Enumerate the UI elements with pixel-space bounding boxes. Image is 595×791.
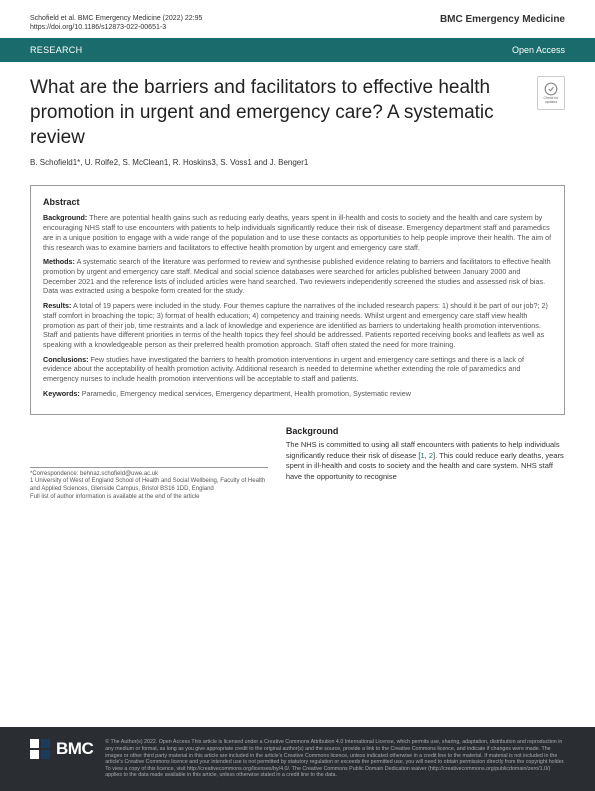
correspondence-note: Full list of author information is avail… <box>30 494 268 502</box>
logo-sq-3 <box>41 750 50 759</box>
conclusions-text: Few studies have investigated the barrie… <box>43 355 524 383</box>
citation-line1: Schofield et al. BMC Emergency Medicine … <box>30 14 202 23</box>
abstract-keywords: Keywords: Paramedic, Emergency medical s… <box>43 389 552 399</box>
title-block: What are the barriers and facilitators t… <box>0 62 595 179</box>
correspondence-email: *Correspondence: behnaz.schofield@uwe.ac… <box>30 471 268 479</box>
category-band: RESEARCH Open Access <box>0 38 595 62</box>
bmc-logo-text: BMC <box>56 739 93 759</box>
bmc-logo: BMC <box>30 739 93 759</box>
correspondence-block: *Correspondence: behnaz.schofield@uwe.ac… <box>30 467 268 502</box>
logo-sq-0 <box>30 739 39 748</box>
background-column: Background The NHS is committed to using… <box>286 425 565 502</box>
logo-sq-1 <box>41 739 50 748</box>
check-updates-badge[interactable]: Check for updates <box>537 76 565 110</box>
open-access-label: Open Access <box>512 45 565 55</box>
research-label: RESEARCH <box>30 45 82 55</box>
abstract-results: Results: A total of 19 papers were inclu… <box>43 301 552 350</box>
abstract-background: Background: There are potential health g… <box>43 213 552 252</box>
check-updates-icon <box>544 82 558 96</box>
citation: Schofield et al. BMC Emergency Medicine … <box>30 14 202 32</box>
check-updates-text: Check for updates <box>538 97 564 105</box>
abstract-conclusions: Conclusions: Few studies have investigat… <box>43 355 552 384</box>
background-heading: Background <box>286 425 565 438</box>
conclusions-label: Conclusions: <box>43 355 89 364</box>
methods-label: Methods: <box>43 257 75 266</box>
background-label: Background: <box>43 213 87 222</box>
bmc-logo-squares <box>30 739 50 759</box>
keywords-text: Paramedic, Emergency medical services, E… <box>82 389 411 398</box>
abstract-heading: Abstract <box>43 196 552 208</box>
authors: B. Schofield1*, U. Rolfe2, S. McClean1, … <box>30 158 565 167</box>
correspondence-column: *Correspondence: behnaz.schofield@uwe.ac… <box>30 425 268 502</box>
abstract-methods: Methods: A systematic search of the lite… <box>43 257 552 296</box>
keywords-label: Keywords: <box>43 389 80 398</box>
results-label: Results: <box>43 301 71 310</box>
article-title: What are the barriers and facilitators t… <box>30 76 510 150</box>
background-paragraph: The NHS is committed to using all staff … <box>286 440 565 482</box>
abstract-box: Abstract Background: There are potential… <box>30 185 565 414</box>
journal-name: BMC Emergency Medicine <box>440 14 565 25</box>
background-text: There are potential health gains such as… <box>43 213 551 251</box>
methods-text: A systematic search of the literature wa… <box>43 257 551 295</box>
license-text: © The Author(s) 2022. Open Access This a… <box>105 739 565 779</box>
results-text: A total of 19 papers were included in th… <box>43 301 548 349</box>
correspondence-affiliation: 1 University of West of England School o… <box>30 478 268 494</box>
footer: BMC © The Author(s) 2022. Open Access Th… <box>0 727 595 791</box>
logo-sq-2 <box>30 750 39 759</box>
body-columns: *Correspondence: behnaz.schofield@uwe.ac… <box>0 425 595 502</box>
citation-doi: https://doi.org/10.1186/s12873-022-00651… <box>30 23 202 32</box>
header-bar: Schofield et al. BMC Emergency Medicine … <box>0 0 595 38</box>
